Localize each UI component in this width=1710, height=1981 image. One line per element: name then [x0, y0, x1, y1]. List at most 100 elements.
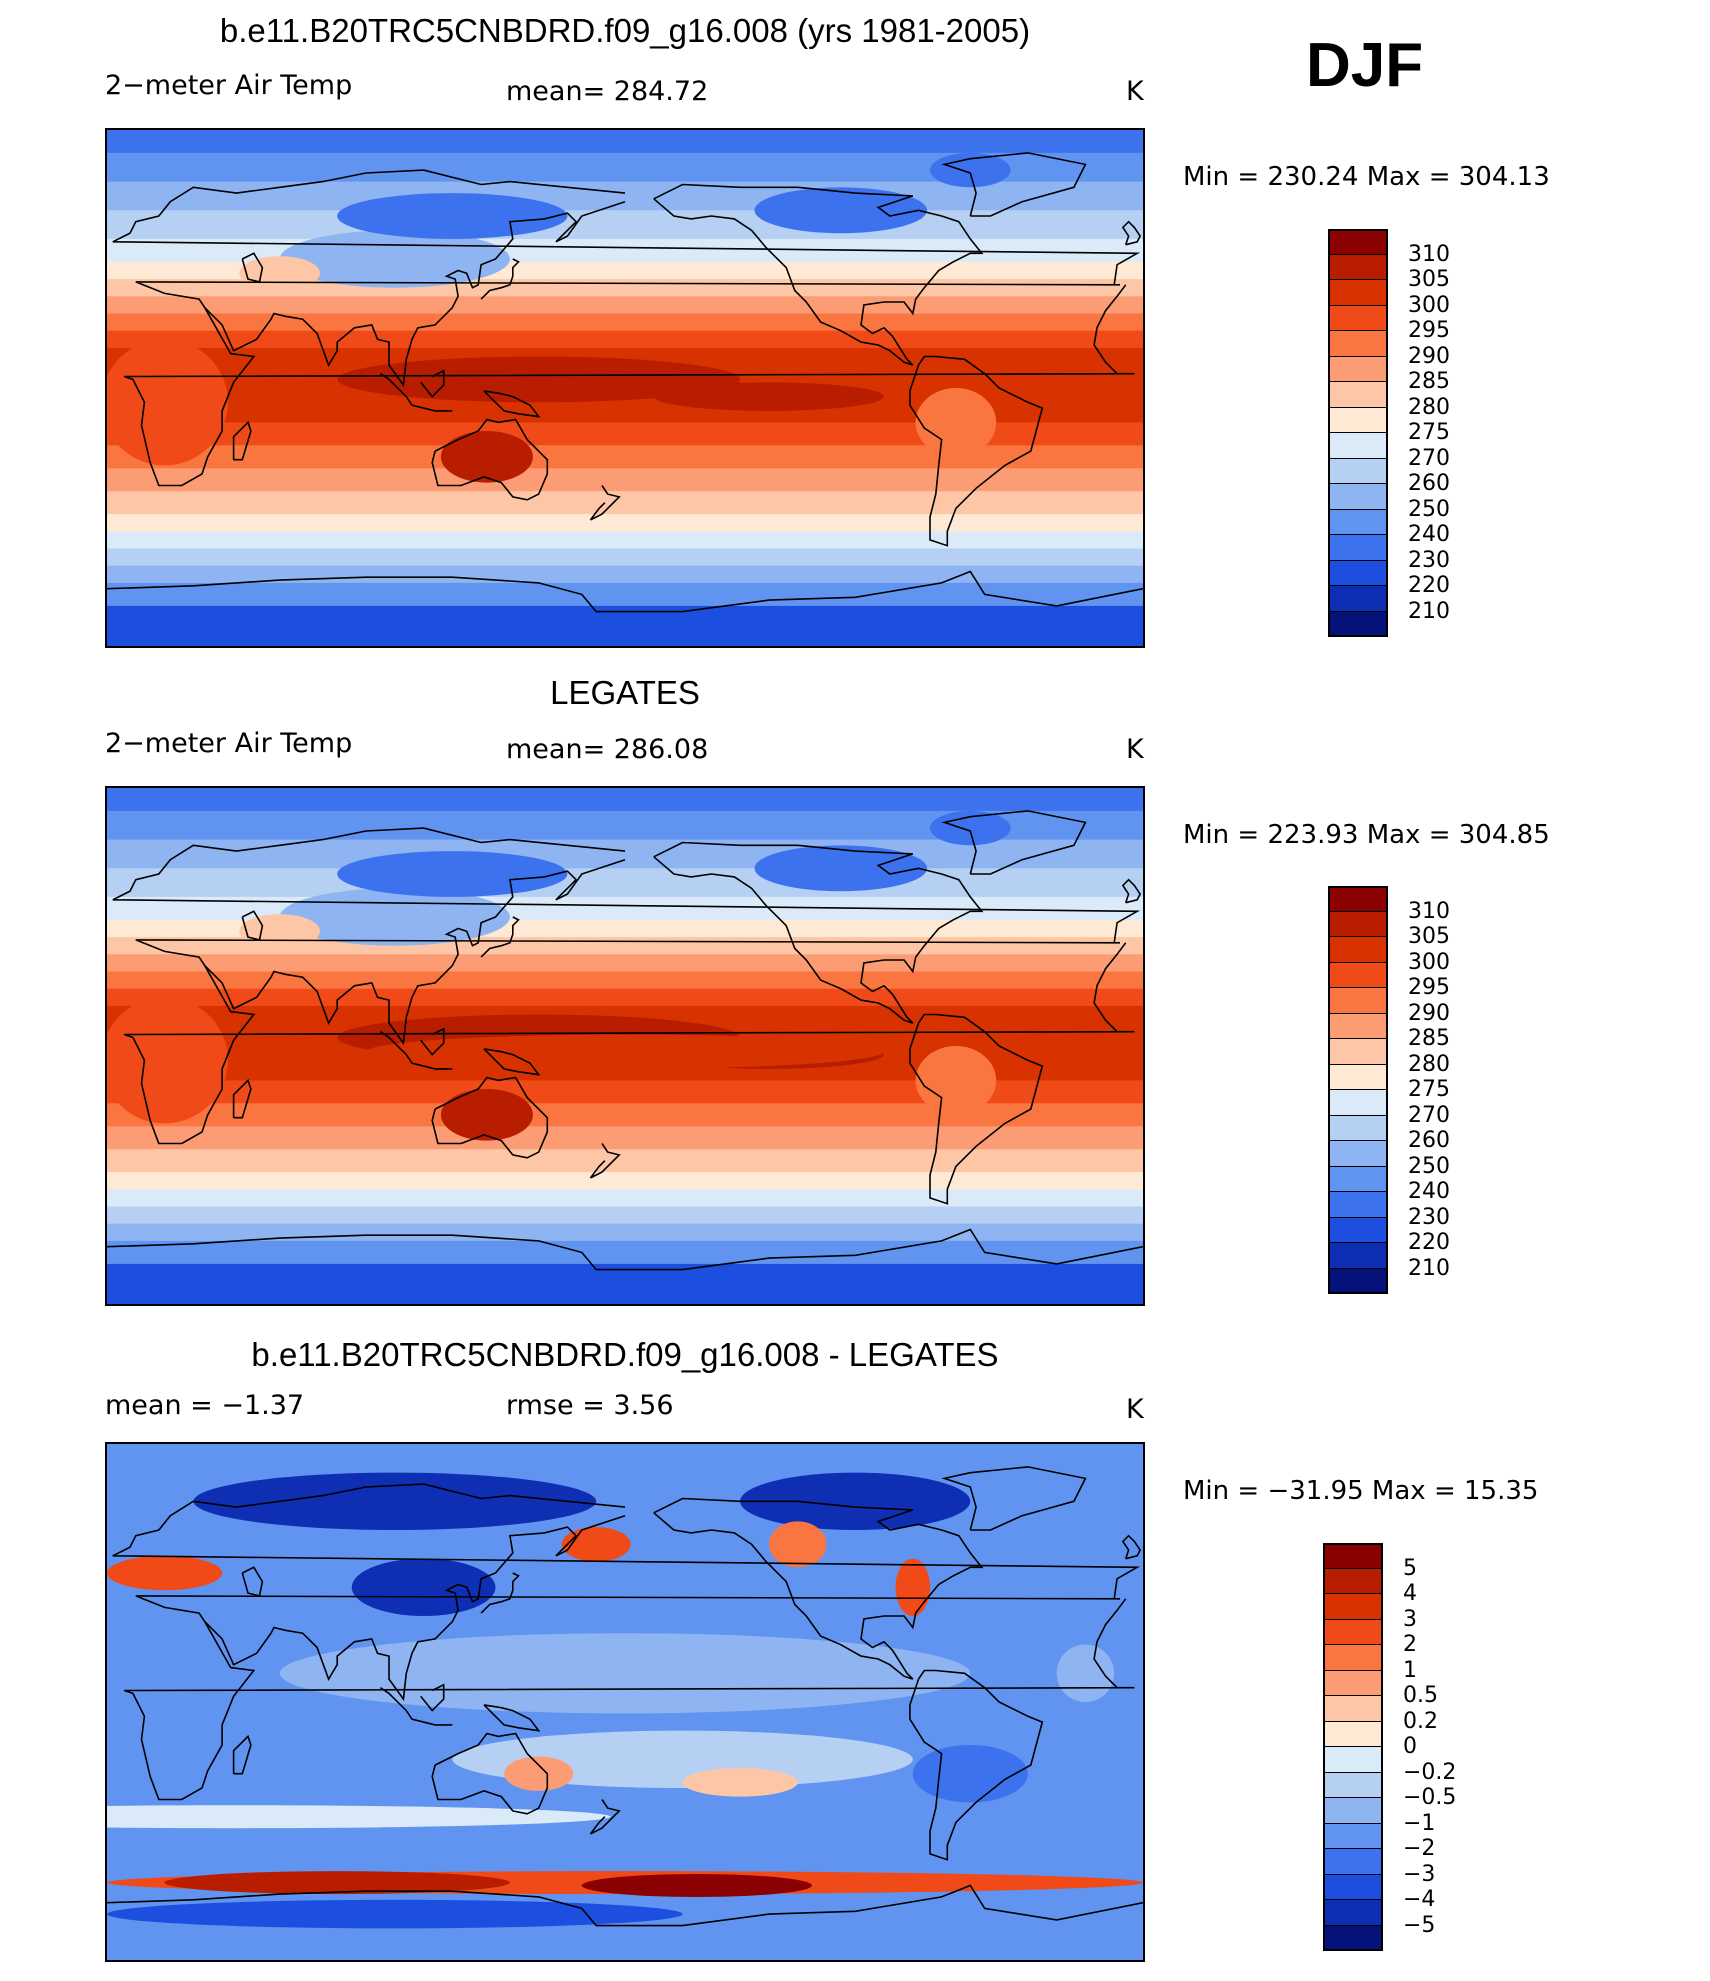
panel-2-min-max: Min = 223.93 Max = 304.85 — [1183, 820, 1550, 850]
temperature-anomaly-region — [337, 851, 568, 897]
temperature-band — [107, 296, 1143, 314]
difference-anomaly-region — [740, 1472, 971, 1530]
colorbar-swatch — [1323, 1772, 1383, 1798]
difference-anomaly-region — [107, 1555, 223, 1591]
colorbar-tick-label: −3 — [1403, 1861, 1436, 1887]
coastline — [480, 258, 520, 300]
difference-anomaly-region — [193, 1472, 597, 1530]
coastline — [941, 152, 1087, 217]
colorbar-swatch — [1323, 1568, 1383, 1594]
temperature-band — [107, 330, 1143, 349]
difference-anomaly-region — [682, 1768, 798, 1797]
temperature-anomaly-region — [930, 810, 1011, 846]
temperature-band — [107, 1240, 1143, 1265]
panel-2-units: K — [1126, 734, 1144, 765]
coastline — [204, 1514, 626, 1702]
temperature-band — [107, 1149, 1143, 1173]
colorbar-tick-label: 220 — [1408, 1230, 1450, 1255]
colorbar-tick-label: −0.2 — [1403, 1759, 1457, 1785]
difference-anomaly-region — [561, 1527, 631, 1562]
coastline — [204, 200, 626, 388]
colorbar-frame — [1323, 1543, 1383, 1951]
coastline — [112, 827, 1141, 943]
colorbar-swatch — [1323, 1823, 1383, 1849]
temperature-band — [107, 445, 1143, 469]
coastline — [124, 281, 1135, 487]
colorbar-swatch — [1328, 382, 1388, 408]
temperature-anomaly-region — [754, 187, 928, 234]
difference-anomaly-region — [279, 1633, 971, 1714]
temperature-band — [107, 1189, 1143, 1207]
colorbar-tick-label: 210 — [1408, 598, 1450, 624]
colorbar-swatch — [1328, 911, 1388, 937]
panel-1-units: K — [1126, 76, 1144, 107]
temperature-band — [107, 839, 1143, 869]
colorbar-swatch — [1328, 331, 1388, 357]
panel-2-mean-label: mean= 286.08 — [506, 734, 709, 765]
temperature-band — [107, 514, 1143, 532]
temperature-band — [107, 1263, 1143, 1304]
panel-3-title: b.e11.B20TRC5CNBDRD.f09_g16.008 - LEGATE… — [251, 1336, 999, 1373]
coastline — [909, 1669, 1044, 1861]
colorbar-tick-label: 275 — [1408, 420, 1450, 445]
colorbar-tick-label: 300 — [1408, 949, 1450, 975]
difference-anomaly-region — [768, 1521, 827, 1568]
colorbar-tick-label: 0 — [1403, 1734, 1417, 1759]
temperature-band — [107, 181, 1143, 211]
coastline — [589, 1799, 621, 1835]
coastline — [483, 390, 541, 418]
coastline — [241, 1566, 264, 1597]
coastline — [653, 183, 984, 366]
colorbar-tick-label: 290 — [1408, 1000, 1450, 1026]
temperature-anomaly-region — [107, 997, 228, 1124]
coastline — [420, 1683, 445, 1712]
temperature-anomaly-region — [337, 193, 568, 239]
colorbar-tick-label: 270 — [1408, 445, 1450, 471]
colorbar-tick-label: 300 — [1408, 292, 1450, 318]
colorbar-tick-label: 0.5 — [1403, 1683, 1438, 1708]
temperature-band — [107, 1223, 1143, 1242]
temperature-band — [107, 531, 1143, 549]
colorbar-swatch — [1328, 962, 1388, 988]
colorbar-swatch — [1328, 1192, 1388, 1218]
temperature-band — [107, 313, 1143, 332]
colorbar-tick-label: 305 — [1408, 924, 1450, 949]
coastline — [483, 1704, 541, 1732]
colorbar-swatch — [1323, 1645, 1383, 1671]
difference-anomaly-region — [351, 1558, 496, 1616]
colorbar-tick-label: 250 — [1408, 496, 1450, 522]
colorbar-tick-label: 220 — [1408, 573, 1450, 598]
difference-anomaly-region — [912, 1745, 1028, 1803]
colorbar-swatch — [1328, 1013, 1388, 1039]
coastline — [107, 1228, 1143, 1271]
colorbar-swatch — [1328, 1166, 1388, 1192]
coastline — [480, 1572, 520, 1614]
coastline — [107, 570, 1143, 613]
colorbar-frame — [1328, 229, 1388, 637]
colorbar-tick-label: 285 — [1408, 369, 1450, 394]
colorbar-tick-label: 230 — [1408, 547, 1450, 573]
colorbar-swatch — [1328, 1243, 1388, 1269]
colorbar-tick-label: −5 — [1403, 1912, 1436, 1938]
colorbar-tick-label: 295 — [1408, 975, 1450, 1000]
panel-3-units: K — [1126, 1394, 1144, 1425]
panel-3-min-max: Min = −31.95 Max = 15.35 — [1183, 1476, 1539, 1506]
coastline — [232, 1734, 252, 1775]
colorbar-swatch — [1328, 433, 1388, 459]
colorbar-tick-label: 310 — [1408, 898, 1450, 924]
colorbar-tick-label: 310 — [1408, 241, 1450, 267]
colorbar-tick-label: 0.2 — [1403, 1708, 1438, 1734]
temperature-band — [107, 1103, 1143, 1127]
difference-anomaly-region — [1056, 1644, 1115, 1702]
temperature-anomaly-region — [653, 382, 885, 411]
coastline — [589, 1143, 621, 1179]
colorbar-tick-label: 240 — [1408, 522, 1450, 547]
coastline — [653, 841, 984, 1024]
temperature-anomaly-region — [239, 256, 320, 291]
coastline — [941, 810, 1087, 875]
coastline — [379, 373, 453, 412]
temperature-anomaly-region — [440, 431, 533, 483]
colorbar-tick-label: 275 — [1408, 1077, 1450, 1102]
temperature-anomaly-region — [930, 152, 1011, 188]
colorbar-tick-label: 270 — [1408, 1102, 1450, 1128]
